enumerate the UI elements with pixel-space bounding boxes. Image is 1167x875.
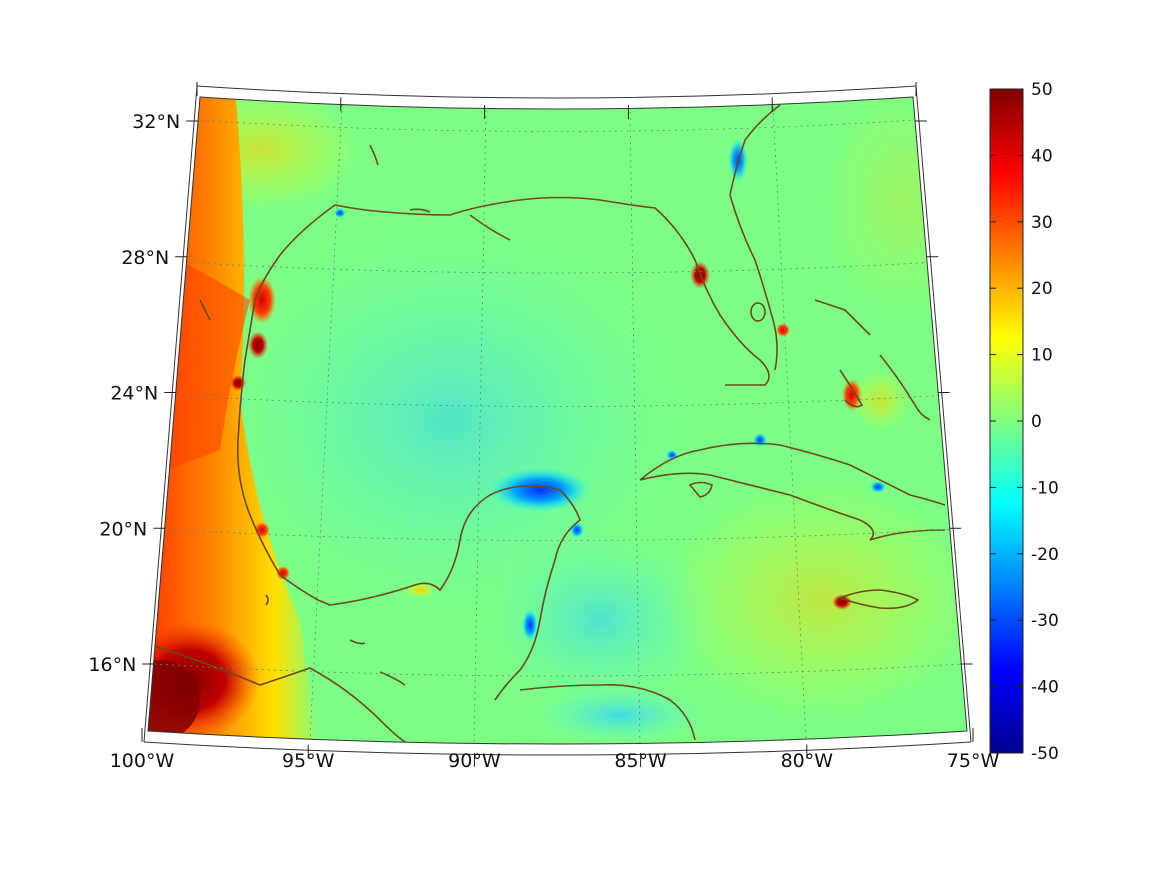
lon-tick-label: 75°W	[947, 750, 1000, 772]
lon-tick-label: 95°W	[282, 750, 335, 772]
lon-tick-label: 100°W	[110, 750, 175, 772]
colorbar: 50 40 30 20 10 0 -10 -20 -30 -40 -50	[989, 80, 1059, 764]
lat-tick-label: 20°N	[99, 518, 147, 540]
coastlines	[149, 104, 946, 744]
colorbar-tick-label: -40	[1031, 678, 1059, 698]
colorbar-tick-label: -20	[1031, 545, 1059, 565]
colorbar-tick-label: 10	[1031, 346, 1053, 366]
lat-tick-label: 32°N	[132, 111, 180, 133]
lon-tick-label: 85°W	[614, 750, 667, 772]
map-frame	[143, 85, 972, 756]
lat-tick-label: 16°N	[88, 654, 136, 676]
colorbar-tick-label: -30	[1031, 611, 1059, 631]
lon-tick-label: 90°W	[448, 750, 501, 772]
colorbar-tick-label: -50	[1031, 744, 1059, 764]
map-data-field	[148, 97, 967, 744]
colorbar-ticks: 50 40 30 20 10 0 -10 -20 -30 -40 -50	[990, 80, 1059, 764]
longitude-labels: 100°W 95°W 90°W 85°W 80°W 75°W	[110, 750, 1000, 772]
colorbar-tick-label: 40	[1031, 146, 1053, 166]
lon-tick-label: 80°W	[781, 750, 834, 772]
axis-ticks	[141, 82, 974, 767]
colorbar-tick-label: 50	[1031, 80, 1053, 100]
graticule	[153, 104, 963, 744]
lat-tick-label: 28°N	[121, 247, 169, 269]
colorbar-tick-label: 30	[1031, 213, 1053, 233]
lat-tick-label: 24°N	[110, 383, 158, 405]
latitude-labels: 16°N 20°N 24°N 28°N 32°N	[88, 111, 180, 676]
colorbar-tick-label: 0	[1031, 412, 1042, 432]
colorbar-tick-label: 20	[1031, 279, 1053, 299]
colorbar-tick-label: -10	[1031, 478, 1059, 498]
